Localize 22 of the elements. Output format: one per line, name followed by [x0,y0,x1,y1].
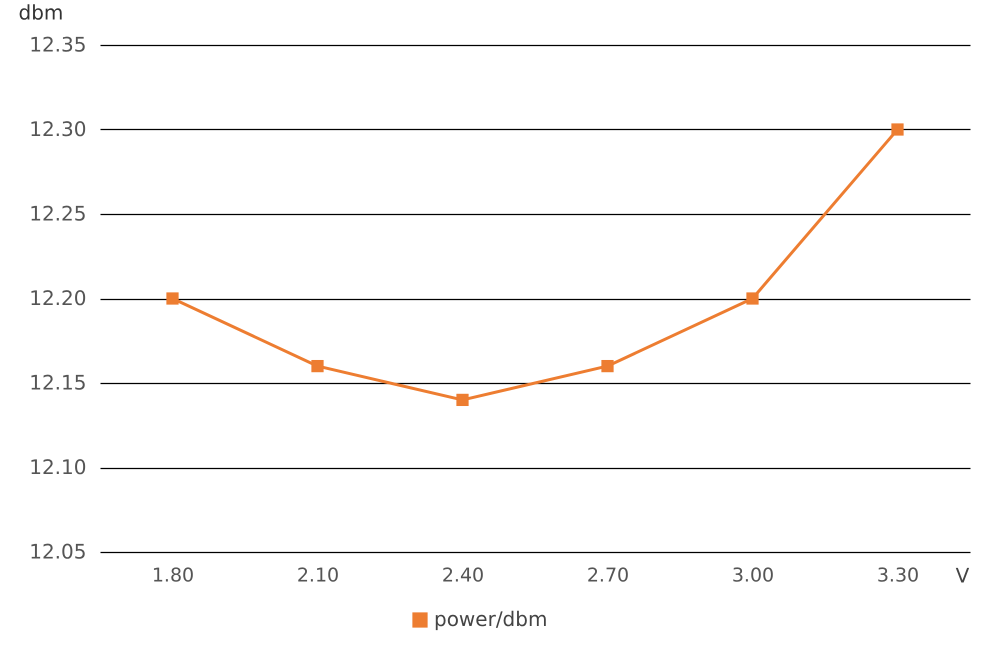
x-tick-label: 2.70 [586,564,630,586]
point [311,360,324,372]
point [891,123,904,136]
legend-label: power/dbm [434,607,548,631]
x-tick-label: 2.10 [296,564,340,586]
x-tick-label: 1.80 [152,564,194,586]
point [456,394,469,406]
x-tick-label: 3.30 [876,564,920,586]
y-tick-label: 12.15 [29,370,86,394]
point [166,292,179,305]
x-tick-label: 2.40 [442,564,484,586]
y-tick-label: 12.05 [29,540,86,564]
y-tick-label: 12.35 [29,32,86,56]
y-tick-label: 12.20 [29,286,86,310]
point [601,360,614,372]
y-tick-label: 12.30 [29,117,86,141]
point [746,292,759,305]
x-tick-label: 3.00 [732,564,774,586]
y-tick-label: 12.10 [29,455,86,479]
y-tick-label: 12.25 [29,202,86,226]
x-axis-title: V [956,564,970,588]
y-axis-title: dbm [18,0,64,24]
